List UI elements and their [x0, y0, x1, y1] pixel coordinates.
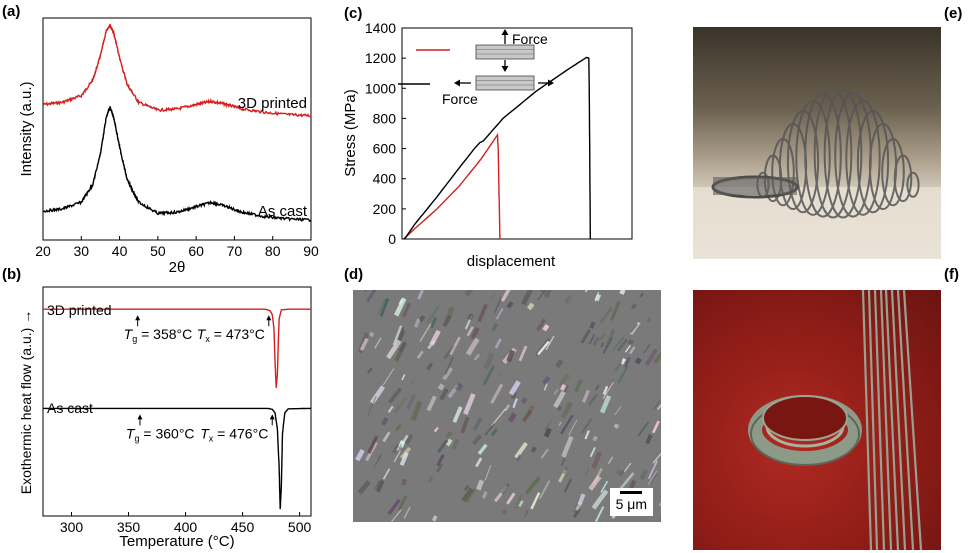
chart-b-series-0: [43, 308, 311, 388]
chart-b-xtick-label: 350: [117, 519, 141, 535]
dsc-chart: 300 350 400 450 500 Temperature (°C) Exother…: [18, 286, 312, 550]
chart-a-xlabel: 2θ: [169, 259, 186, 275]
chart-a-plot: 20 30 40 50 60 70 80 90 2θ Intensity (a.u.) 3D …: [18, 17, 319, 275]
chart-b-xtick-label: 400: [174, 519, 198, 535]
chart-a-xtick-label: 90: [303, 243, 319, 259]
chart-a-series-1: [42, 106, 312, 222]
chart-b-xtick-label: 300: [60, 519, 84, 535]
chart-a-xtick-label: 50: [150, 243, 166, 259]
legend-force-top: Force: [512, 31, 548, 47]
scale-bar-line: [620, 491, 643, 494]
chart-b-xtick-label: 500: [288, 519, 312, 535]
arrow-down-icon: [501, 60, 509, 72]
chart-a-frame: [42, 17, 312, 241]
chart-c-ytick-label: 1200: [365, 50, 396, 66]
chart-c-ytick-label: 800: [373, 110, 397, 126]
chart-b-series-label-cast: As cast: [47, 400, 93, 416]
chart-b-series-1: [43, 407, 311, 510]
scale-bar: 5 μm: [609, 488, 653, 516]
sem-texture: [353, 290, 661, 522]
chart-a-xtick-label: 40: [112, 243, 128, 259]
chart-b-xtick-label: 450: [231, 519, 255, 535]
chart-a-series-0: [42, 23, 312, 118]
rings-rods-illustration: [748, 290, 923, 550]
layered-sample-top-icon: [475, 44, 535, 60]
chart-c-ytick-label: 600: [373, 141, 397, 157]
chart-c-xlabel: displacement: [467, 253, 556, 270]
layered-sample-bottom-icon: [475, 75, 535, 91]
chart-c-ytick-label: 400: [373, 171, 397, 187]
chart-a-xtick-label: 30: [73, 243, 89, 259]
chart-a-ylabel: Intensity (a.u.): [18, 81, 35, 176]
chart-c-ytick-label: 200: [373, 201, 397, 217]
coil-ring-icon: [748, 395, 862, 466]
panel-f-label: (f): [944, 266, 959, 283]
chart-a-xtick-label: 70: [227, 243, 243, 259]
chart-c-series-0: [403, 132, 501, 240]
scale-bar-label: 5 μm: [615, 496, 647, 512]
tx-annotation: Tx = 476°C: [200, 425, 268, 443]
tg-annotation: Tg = 360°C: [126, 425, 195, 443]
chart-b-series-label-3d: 3D printed: [47, 302, 112, 318]
panel-e-label: (e): [944, 5, 963, 22]
panel-a-label: (a): [2, 3, 21, 20]
chart-a-xtick-label: 80: [265, 243, 281, 259]
tg-annotation: Tg = 358°C: [124, 326, 193, 344]
metal-rods-icon: [861, 290, 923, 550]
chart-b-xlabel: Temperature (°C): [119, 533, 234, 550]
tx-annotation: Tx = 473°C: [197, 326, 265, 344]
chart-a-series-label-3d: 3D printed: [238, 95, 307, 112]
arrow-right-icon: [538, 79, 554, 87]
chart-c-ytick-label: 1000: [365, 80, 396, 96]
chart-b-frame: [42, 286, 312, 517]
xrd-chart: 20 30 40 50 60 70 80 90 2θ Intensity (a.u.) 3D …: [18, 17, 319, 275]
panel-d-label: (d): [344, 266, 364, 283]
spring-illustration: [693, 89, 941, 259]
legend-force-bottom: Force: [442, 91, 478, 107]
chart-a-series-label-cast: As cast: [258, 203, 308, 220]
chart-b-ylabel: Exothermic heat flow (a.u.) →: [18, 310, 34, 494]
sem-micrograph: 5 μm: [353, 290, 661, 522]
panel-b-label: (b): [2, 266, 22, 283]
stress-chart: 0 200 400 600 800 1000 1200 1400 displacement S…: [342, 20, 633, 270]
chart-a-xtick-label: 60: [188, 243, 204, 259]
chart-c-ylabel: Stress (MPa): [342, 89, 359, 177]
rings-rods-photo: [693, 290, 941, 550]
spring-photo: [693, 27, 941, 259]
chart-c-ytick-label: 1400: [365, 20, 396, 36]
chart-c-frame: [401, 27, 633, 240]
chart-a-xtick-label: 20: [35, 243, 51, 259]
arrow-left-icon: [454, 79, 471, 87]
chart-c-ytick-label: 0: [388, 231, 396, 247]
chart-c-legend: Force Force: [398, 29, 554, 107]
panel-c-label: (c): [344, 5, 363, 22]
chart-c-series-1: [403, 56, 591, 240]
arrow-up-icon: [501, 29, 509, 44]
